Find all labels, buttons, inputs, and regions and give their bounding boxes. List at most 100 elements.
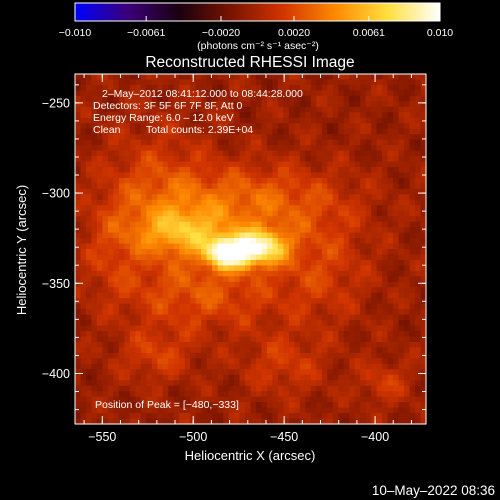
heatmap-cell bbox=[365, 336, 372, 343]
heatmap-cell bbox=[217, 156, 224, 163]
heatmap-cell bbox=[420, 199, 427, 206]
heatmap-cell bbox=[415, 418, 422, 425]
heatmap-cell bbox=[223, 177, 230, 184]
heatmap-cell bbox=[168, 249, 175, 256]
heatmap-cell bbox=[387, 183, 394, 190]
heatmap-cell bbox=[299, 210, 306, 217]
heatmap-cell bbox=[80, 309, 87, 316]
heatmap-cell bbox=[393, 270, 400, 277]
heatmap-cell bbox=[415, 270, 422, 277]
heatmap-cell bbox=[157, 369, 164, 376]
heatmap-cell bbox=[195, 292, 202, 299]
heatmap-cell bbox=[80, 128, 87, 135]
heatmap-cell bbox=[255, 402, 263, 409]
heatmap-cell bbox=[349, 243, 356, 250]
heatmap-cell bbox=[173, 352, 180, 359]
heatmap-cell bbox=[96, 259, 104, 267]
heatmap-cell bbox=[168, 341, 175, 349]
heatmap-cell bbox=[168, 101, 175, 108]
heatmap-cell bbox=[75, 331, 82, 338]
heatmap-cell bbox=[140, 194, 147, 201]
heatmap-cell bbox=[212, 183, 219, 190]
heatmap-cell bbox=[151, 95, 158, 102]
heatmap-cell bbox=[266, 243, 274, 250]
heatmap-cell bbox=[124, 287, 131, 294]
heatmap-cell bbox=[201, 292, 208, 299]
heatmap-cell bbox=[327, 139, 334, 146]
heatmap-cell bbox=[266, 287, 274, 294]
heatmap-cell bbox=[266, 341, 274, 349]
heatmap-cell bbox=[277, 183, 284, 190]
heatmap-cell bbox=[316, 292, 323, 299]
heatmap-cell bbox=[250, 298, 257, 305]
heatmap-cell bbox=[190, 363, 197, 370]
heatmap-cell bbox=[365, 90, 372, 97]
heatmap-cell bbox=[151, 374, 158, 381]
heatmap-cell bbox=[228, 402, 235, 409]
heatmap-cell bbox=[360, 325, 367, 332]
heatmap-cell bbox=[135, 320, 142, 327]
heatmap-cell bbox=[371, 232, 378, 239]
heatmap-cell bbox=[118, 331, 125, 338]
heatmap-cell bbox=[305, 205, 312, 212]
heatmap-cell bbox=[184, 407, 191, 414]
heatmap-cell bbox=[151, 402, 158, 409]
heatmap-cell bbox=[398, 205, 405, 212]
heatmap-cell bbox=[195, 194, 202, 201]
heatmap-cell bbox=[146, 303, 153, 310]
heatmap-cell bbox=[261, 74, 268, 81]
heatmap-cell bbox=[393, 216, 400, 223]
heatmap-cell bbox=[184, 139, 191, 146]
heatmap-cell bbox=[179, 106, 186, 113]
heatmap-cell bbox=[245, 276, 252, 283]
heatmap-cell bbox=[266, 391, 274, 398]
heatmap-cell bbox=[387, 221, 394, 228]
heatmap-cell bbox=[316, 369, 323, 376]
heatmap-cell bbox=[228, 227, 235, 234]
heatmap-cell bbox=[80, 95, 87, 102]
heatmap-cell bbox=[305, 309, 312, 316]
heatmap-cell bbox=[327, 150, 334, 157]
heatmap-cell bbox=[360, 281, 367, 288]
heatmap-cell bbox=[146, 314, 153, 321]
heatmap-cell bbox=[294, 161, 301, 168]
heatmap-cell bbox=[75, 336, 82, 343]
heatmap-cell bbox=[179, 123, 186, 130]
heatmap-cell bbox=[332, 418, 339, 425]
heatmap-cell bbox=[190, 166, 197, 174]
heatmap-cell bbox=[398, 254, 405, 261]
heatmap-cell bbox=[135, 210, 142, 217]
heatmap-cell bbox=[162, 249, 169, 256]
heatmap-cell bbox=[321, 402, 328, 409]
heatmap-cell bbox=[382, 188, 389, 195]
heatmap-cell bbox=[206, 243, 213, 250]
heatmap-cell bbox=[272, 341, 279, 349]
heatmap-cell bbox=[288, 123, 295, 130]
heatmap-cell bbox=[168, 287, 175, 294]
heatmap-cell bbox=[91, 156, 98, 163]
heatmap-cell bbox=[80, 123, 87, 130]
heatmap-cell bbox=[415, 74, 422, 81]
heatmap-cell bbox=[135, 347, 142, 354]
heatmap-cell bbox=[195, 221, 202, 228]
heatmap-cell bbox=[102, 265, 109, 272]
heatmap-cell bbox=[272, 374, 279, 381]
heatmap-cell bbox=[146, 265, 153, 272]
heatmap-cell bbox=[420, 380, 427, 387]
heatmap-cell bbox=[91, 380, 98, 387]
heatmap-cell bbox=[272, 391, 279, 398]
heatmap-cell bbox=[124, 123, 131, 130]
heatmap-cell bbox=[179, 352, 186, 359]
heatmap-cell bbox=[277, 298, 284, 305]
heatmap-cell bbox=[102, 238, 109, 245]
heatmap-cell bbox=[113, 123, 120, 130]
heatmap-cell bbox=[332, 298, 339, 305]
heatmap-cell bbox=[190, 281, 197, 288]
heatmap-cell bbox=[360, 265, 367, 272]
heatmap-cell bbox=[135, 172, 142, 179]
heatmap-cell bbox=[212, 369, 219, 376]
heatmap-cell bbox=[255, 216, 263, 223]
heatmap-cell bbox=[168, 380, 175, 387]
heatmap-cell bbox=[371, 407, 378, 414]
heatmap-cell bbox=[228, 101, 235, 108]
